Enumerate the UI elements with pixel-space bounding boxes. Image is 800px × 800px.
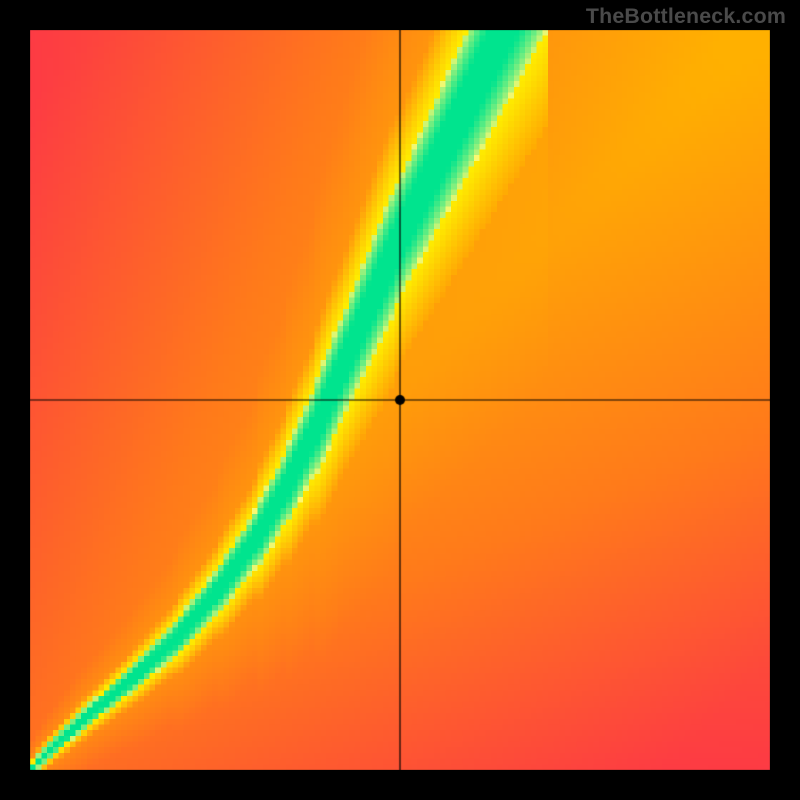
overlay-canvas — [0, 0, 800, 800]
watermark-text: TheBottleneck.com — [586, 4, 786, 29]
chart-frame: TheBottleneck.com — [0, 0, 800, 800]
